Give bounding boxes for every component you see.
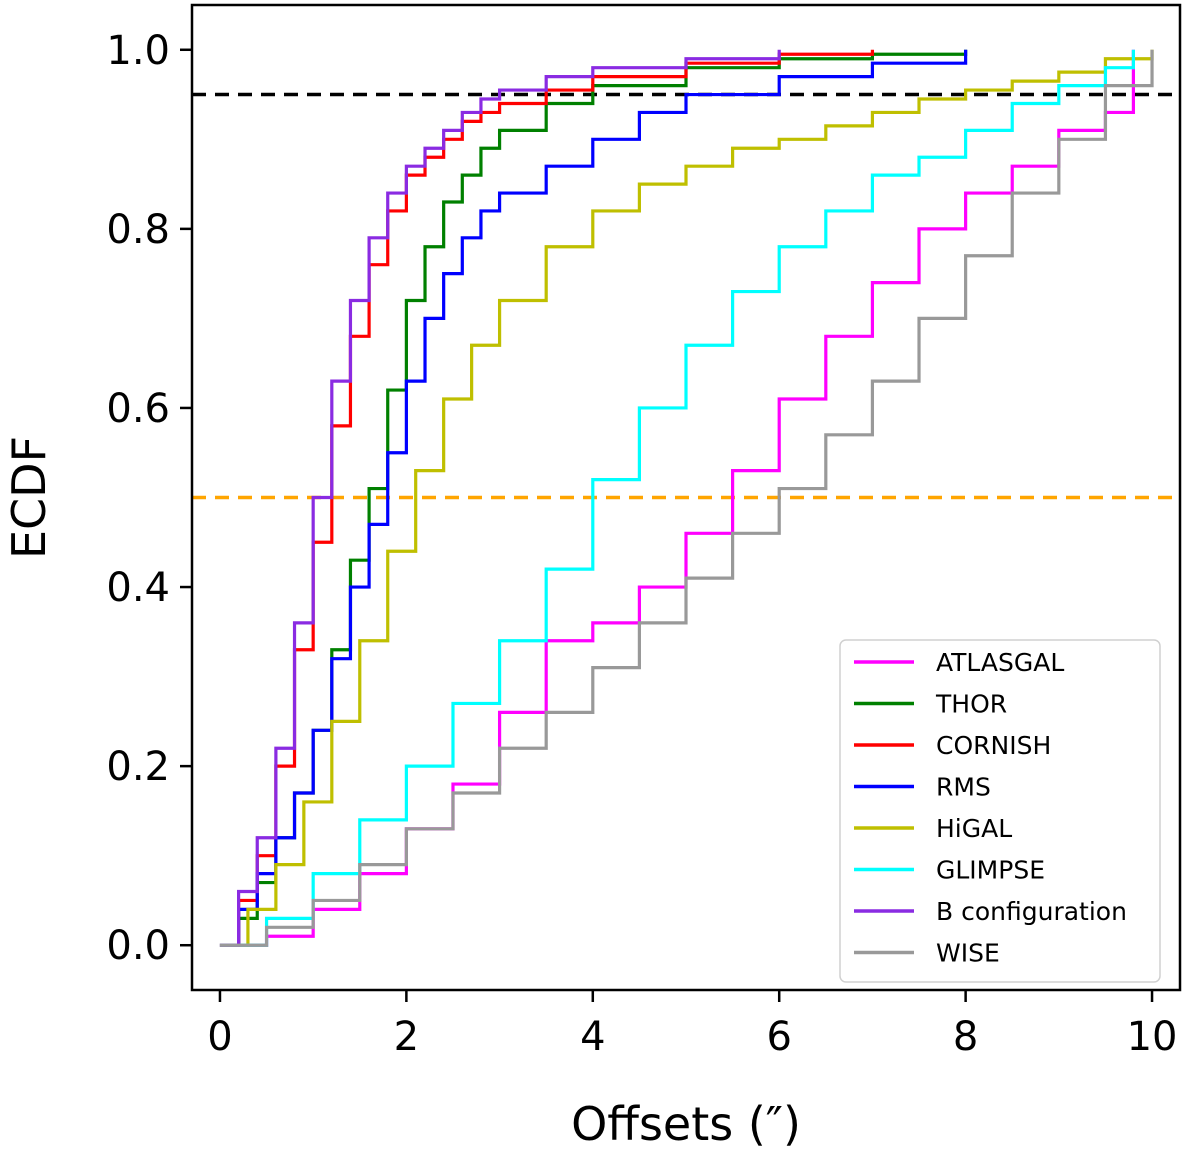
legend-label: GLIMPSE [936, 856, 1045, 885]
y-tick-label: 0.2 [106, 744, 170, 790]
legend-label: THOR [935, 690, 1007, 719]
y-tick-label: 0.0 [106, 923, 170, 969]
y-axis: 0.0 0.2 0.4 0.6 0.8 1.0 [106, 28, 192, 969]
legend: ATLASGAL THOR CORNISH RMS HiGAL GLIMPSE B conf… [839, 639, 1161, 983]
x-tick-label: 10 [1127, 1014, 1178, 1060]
legend-label: ATLASGAL [936, 648, 1064, 677]
series-line-glimpse [219, 49, 1135, 947]
x-tick-label: 6 [766, 1014, 791, 1060]
legend-label: WISE [936, 939, 1000, 968]
x-tick-label: 0 [207, 1014, 232, 1060]
series-line-higal [219, 49, 1154, 947]
y-axis-label: ECDF [2, 436, 56, 559]
y-tick-label: 0.6 [106, 386, 170, 432]
y-tick-label: 0.8 [106, 207, 170, 253]
x-axis: 0 2 4 6 8 10 [207, 990, 1177, 1060]
y-tick-label: 0.4 [106, 565, 170, 611]
legend-label: B configuration [936, 897, 1127, 926]
legend-label: CORNISH [936, 731, 1051, 760]
legend-label: HiGAL [936, 814, 1012, 843]
x-tick-label: 4 [580, 1014, 605, 1060]
x-axis-label: Offsets (″) [571, 1097, 801, 1151]
series-line-wise [219, 49, 1154, 947]
series-lines [219, 49, 1154, 947]
y-tick-label: 1.0 [106, 28, 170, 74]
series-line-rms [219, 49, 968, 947]
x-tick-label: 8 [953, 1014, 978, 1060]
plot-frame [190, 3, 1182, 992]
series-line-atlasgal [219, 49, 1135, 947]
series-line-b-configuration [219, 49, 781, 947]
legend-box [839, 639, 1161, 983]
legend-label: RMS [936, 773, 991, 802]
x-tick-label: 2 [394, 1014, 419, 1060]
reference-lines [192, 92, 1180, 500]
